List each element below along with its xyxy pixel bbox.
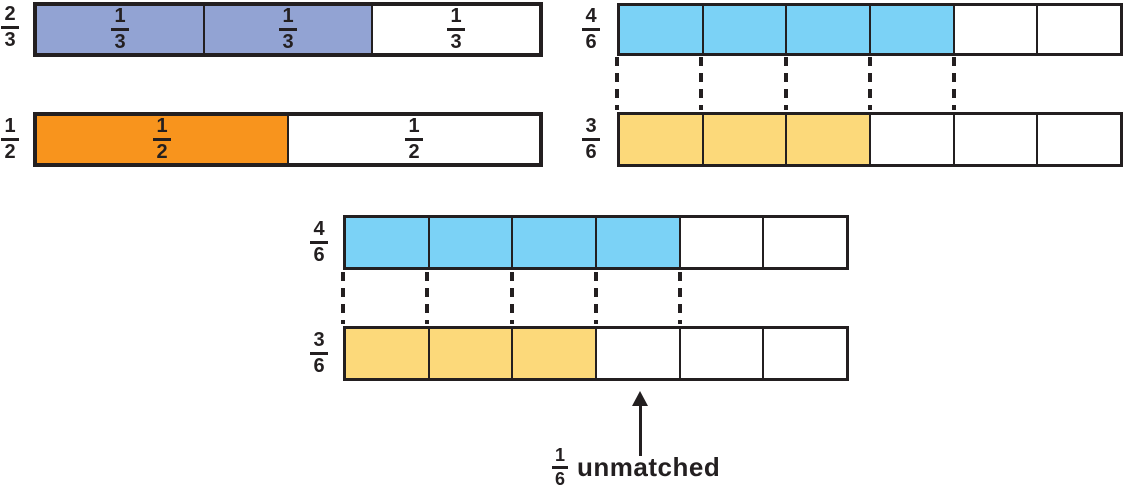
dashed-connector: [341, 272, 345, 324]
side-label-two-thirds: 2 3: [0, 0, 20, 55]
fraction-one-half: 1 2: [405, 116, 423, 162]
fraction-rule: [405, 138, 423, 141]
side-label-four-sixths: 4 6: [306, 215, 332, 270]
sixth-cell-unshaded: [597, 329, 681, 378]
sixth-cell-shaded: [346, 218, 430, 267]
fraction-four-sixths: 4 6: [310, 219, 328, 265]
unmatched-arrow-head: [632, 391, 648, 406]
sixth-cell-shaded: [620, 115, 704, 164]
sixth-cell-shaded: [429, 218, 514, 267]
sixth-cell-shaded: [513, 218, 598, 267]
side-label-three-sixths: 3 6: [578, 112, 604, 167]
halves-cell-unshaded: 1 2: [289, 116, 539, 163]
fraction-rule: [310, 352, 328, 355]
sixth-cell-unshaded: [680, 329, 765, 378]
fraction-rule: [582, 138, 600, 141]
fraction-rule: [310, 241, 328, 244]
halves-bar: 1 2 1 2: [33, 112, 543, 167]
sixth-cell-shaded: [703, 115, 788, 164]
fraction-rule: [552, 466, 569, 470]
sixth-cell-unshaded: [1038, 115, 1121, 164]
sixth-cell-shaded: [346, 329, 430, 378]
fraction-one-third: 1 3: [447, 6, 465, 52]
dashed-connector: [615, 57, 619, 110]
side-label-four-sixths: 4 6: [578, 3, 604, 56]
fraction-one-third: 1 3: [111, 6, 129, 52]
dashed-connector: [868, 57, 872, 110]
sixth-cell-unshaded: [1038, 6, 1121, 53]
sixth-cell-unshaded: [680, 218, 765, 267]
dashed-connector: [594, 272, 598, 324]
sixth-cell-unshaded: [764, 329, 847, 378]
sixth-cell-unshaded: [954, 6, 1039, 53]
fraction-one-third: 1 3: [279, 6, 297, 52]
dashed-connector: [699, 57, 703, 110]
dashed-connector: [784, 57, 788, 110]
sixth-cell-unshaded: [954, 115, 1039, 164]
four-sixths-bar-bottom: [343, 215, 849, 270]
thirds-bar: 1 3 1 3 1 3: [33, 2, 543, 57]
side-label-one-half: 1 2: [0, 112, 20, 167]
sixth-cell-unshaded: [764, 218, 847, 267]
sixth-cell-shaded: [429, 329, 514, 378]
fraction-three-sixths: 3 6: [310, 330, 328, 376]
four-sixths-bar-top: [617, 3, 1123, 56]
fraction-one-half: 1 2: [153, 116, 171, 162]
fraction-rule: [153, 138, 171, 141]
sixth-cell-shaded: [620, 6, 704, 53]
fraction-two-thirds: 2 3: [1, 4, 19, 50]
three-sixths-bar-bottom: [343, 326, 849, 381]
fraction-one-sixth: 1 6: [552, 446, 569, 488]
fraction-rule: [111, 28, 129, 31]
fraction-one-half: 1 2: [1, 116, 19, 162]
unmatched-annotation: 1 6 unmatched: [552, 446, 721, 488]
fraction-three-sixths: 3 6: [582, 116, 600, 162]
sixth-cell-shaded: [787, 6, 872, 53]
sixth-cell-shaded: [787, 115, 872, 164]
fraction-rule: [1, 138, 19, 141]
fraction-rule: [582, 28, 600, 31]
sixth-cell-shaded: [871, 6, 955, 53]
dashed-connector: [425, 272, 429, 324]
sixth-cell-shaded: [597, 218, 681, 267]
dashed-connector: [678, 272, 682, 324]
unmatched-label: unmatched: [577, 452, 721, 483]
dashed-connector: [510, 272, 514, 324]
unmatched-arrow-line: [639, 404, 642, 456]
fraction-rule: [447, 28, 465, 31]
fraction-four-sixths: 4 6: [582, 6, 600, 52]
fraction-rule: [279, 28, 297, 31]
sixth-cell-shaded: [513, 329, 598, 378]
sixth-cell-unshaded: [871, 115, 955, 164]
thirds-cell-shaded-1: 1 3: [37, 6, 205, 53]
thirds-cell-unshaded: 1 3: [373, 6, 539, 53]
fraction-rule: [1, 26, 19, 29]
dashed-connector: [952, 57, 956, 110]
halves-cell-shaded: 1 2: [37, 116, 289, 163]
thirds-cell-shaded-2: 1 3: [205, 6, 373, 53]
sixth-cell-shaded: [703, 6, 788, 53]
three-sixths-bar-top: [617, 112, 1123, 167]
side-label-three-sixths: 3 6: [306, 326, 332, 381]
